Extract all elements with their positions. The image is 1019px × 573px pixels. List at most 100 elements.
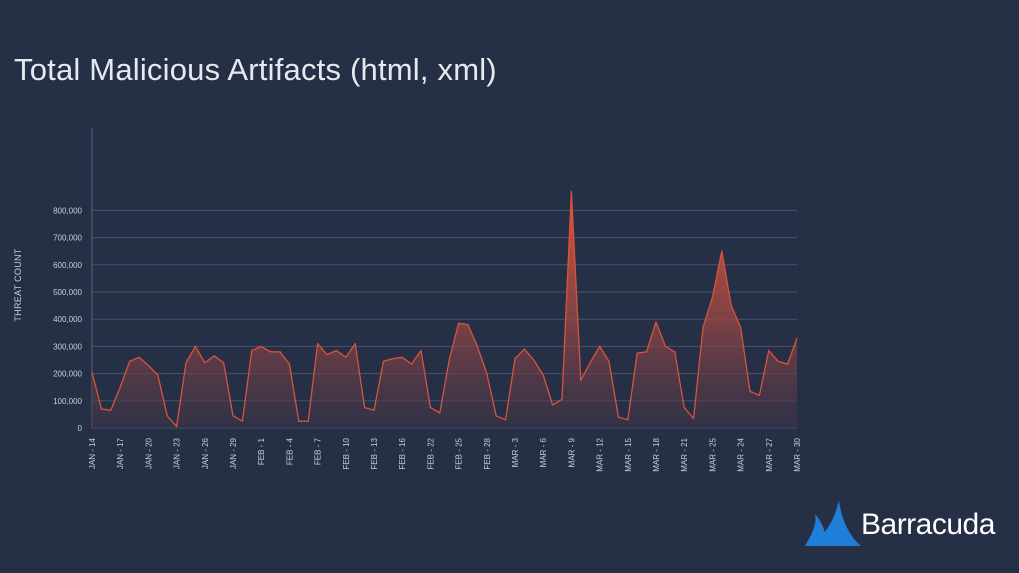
series-line	[91, 190, 798, 428]
x-tick-label: JAN - 23	[173, 437, 182, 469]
data-point	[354, 343, 356, 345]
data-point	[317, 343, 319, 345]
data-point	[740, 326, 742, 328]
data-point	[373, 409, 375, 411]
data-point	[570, 190, 573, 192]
data-point	[241, 420, 243, 422]
data-point	[288, 363, 290, 365]
data-point	[420, 349, 422, 352]
data-point	[100, 408, 102, 410]
y-tick-label: 600,000	[53, 261, 82, 270]
chart-title: Total Malicious Artifacts (html, xml)	[14, 52, 497, 87]
y-tick-label: 200,000	[53, 370, 82, 379]
data-point	[608, 360, 610, 362]
data-point	[505, 419, 507, 421]
data-point	[758, 394, 761, 396]
data-point	[486, 373, 488, 375]
data-point	[646, 351, 648, 353]
data-point	[138, 356, 140, 358]
data-point	[279, 351, 281, 353]
data-point	[617, 416, 620, 418]
data-point	[796, 337, 798, 339]
data-point	[627, 419, 629, 421]
x-tick-label: JAN - 17	[116, 437, 125, 469]
data-point	[711, 296, 714, 298]
x-tick-label: MAR - 3	[511, 437, 520, 467]
data-point	[147, 364, 149, 366]
x-tick-label: MAR - 12	[596, 437, 605, 471]
data-point	[683, 407, 685, 409]
data-point	[129, 360, 131, 362]
data-point	[382, 360, 384, 362]
data-point	[523, 348, 526, 350]
x-tick-label: JAN - 14	[88, 437, 97, 469]
data-point	[599, 345, 601, 347]
x-tick-label: FEB - 7	[314, 437, 323, 465]
x-tick-label: MAR - 25	[708, 437, 717, 471]
data-point	[580, 379, 582, 381]
x-tick-label: MAR - 30	[793, 437, 802, 471]
y-tick-labels: 0 100,000 200,000 300,000 400,000 500,000 600,…	[53, 206, 82, 433]
x-tick-label: FEB - 10	[342, 437, 351, 469]
data-point	[204, 362, 206, 364]
x-tick-label: MAR - 27	[765, 437, 774, 471]
y-tick-label: 800,000	[53, 206, 82, 215]
data-point	[251, 349, 253, 352]
y-tick-label: 100,000	[53, 397, 82, 406]
x-tick-label: MAR - 15	[624, 437, 633, 471]
data-point	[345, 356, 347, 358]
data-point	[119, 386, 121, 388]
x-tick-label: JAN - 26	[201, 437, 210, 469]
y-tick-label: 0	[78, 424, 83, 433]
data-point	[213, 355, 215, 357]
data-point	[768, 349, 770, 352]
series-area	[91, 190, 798, 428]
x-tick-label: FEB - 28	[483, 437, 492, 469]
data-point	[176, 426, 178, 428]
data-point	[674, 351, 676, 353]
y-tick-label: 400,000	[53, 315, 82, 324]
data-point	[401, 356, 403, 358]
x-tick-labels: JAN - 14 JAN - 17 JAN - 20 JAN - 23 JAN - 26…	[88, 437, 802, 471]
x-tick-label: MAR - 21	[680, 437, 689, 471]
y-tick-label: 700,000	[53, 234, 82, 243]
data-point	[476, 345, 478, 347]
y-tick-label: 300,000	[53, 342, 82, 351]
data-point	[721, 250, 723, 252]
x-tick-label: MAR - 9	[567, 437, 576, 467]
data-point	[589, 362, 591, 364]
data-point	[110, 409, 112, 411]
data-point	[232, 415, 234, 417]
data-point	[636, 352, 638, 354]
data-point	[429, 407, 431, 409]
data-point	[392, 358, 394, 360]
barracuda-logo: Barracuda	[803, 496, 1013, 552]
y-tick-label: 500,000	[53, 288, 82, 297]
data-point	[655, 321, 657, 323]
x-tick-label: MAR - 24	[737, 437, 746, 471]
data-point	[749, 390, 751, 392]
x-tick-label: FEB - 25	[455, 437, 464, 469]
data-point	[495, 415, 497, 417]
x-tick-label: FEB - 1	[257, 437, 266, 465]
data-point	[730, 305, 732, 307]
data-point	[693, 417, 695, 420]
x-tick-label: JAN - 20	[144, 437, 153, 469]
x-tick-label: FEB - 13	[370, 437, 379, 469]
data-point	[411, 363, 413, 365]
data-point	[542, 374, 544, 376]
x-tick-label: MAR - 6	[539, 437, 548, 467]
x-tick-label: FEB - 22	[426, 437, 435, 469]
data-point	[157, 374, 159, 376]
x-tick-label: FEB - 16	[398, 437, 407, 469]
data-point	[439, 412, 441, 414]
data-point	[166, 415, 168, 417]
data-point	[702, 326, 704, 328]
data-point	[467, 324, 469, 326]
data-point	[91, 371, 93, 373]
data-point	[533, 359, 535, 361]
data-point	[448, 359, 450, 361]
data-point	[552, 404, 554, 406]
data-point	[223, 362, 225, 364]
